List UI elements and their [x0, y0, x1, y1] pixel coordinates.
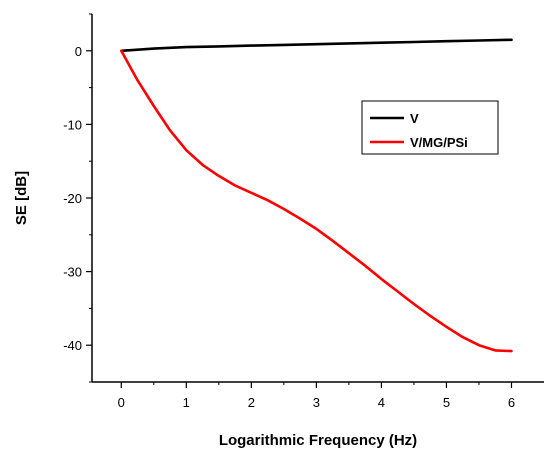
x-tick-label: 6 — [508, 395, 515, 410]
legend-label: V — [410, 111, 419, 126]
series-line-1 — [120, 38, 513, 53]
y-tick-label: -20 — [63, 191, 82, 206]
y-axis-title: SE [dB] — [13, 171, 30, 225]
x-tick-label: 1 — [183, 395, 190, 410]
x-tick-label: 2 — [248, 395, 255, 410]
series-layer — [120, 38, 513, 353]
axes: 0 1 2 3 4 5 6 0 -10 -20 -30 -40 — [63, 13, 544, 410]
y-tick-label: -40 — [63, 338, 82, 353]
plot-area — [92, 14, 544, 382]
y-tick-label: -10 — [63, 117, 82, 132]
series-line-2 — [120, 49, 513, 353]
x-tick-label: 4 — [378, 395, 385, 410]
y-tick-label: -30 — [63, 265, 82, 280]
legend-box — [361, 100, 499, 155]
x-tick-label: 3 — [313, 395, 320, 410]
x-axis-title: Logarithmic Frequency (Hz) — [219, 432, 417, 449]
legend-label: V/MG/PSi — [410, 135, 468, 150]
y-tick-label: 0 — [75, 44, 82, 59]
x-tick-label: 5 — [443, 395, 450, 410]
legend: V V/MG/PSi — [361, 100, 499, 155]
x-tick-label: 0 — [118, 395, 125, 410]
